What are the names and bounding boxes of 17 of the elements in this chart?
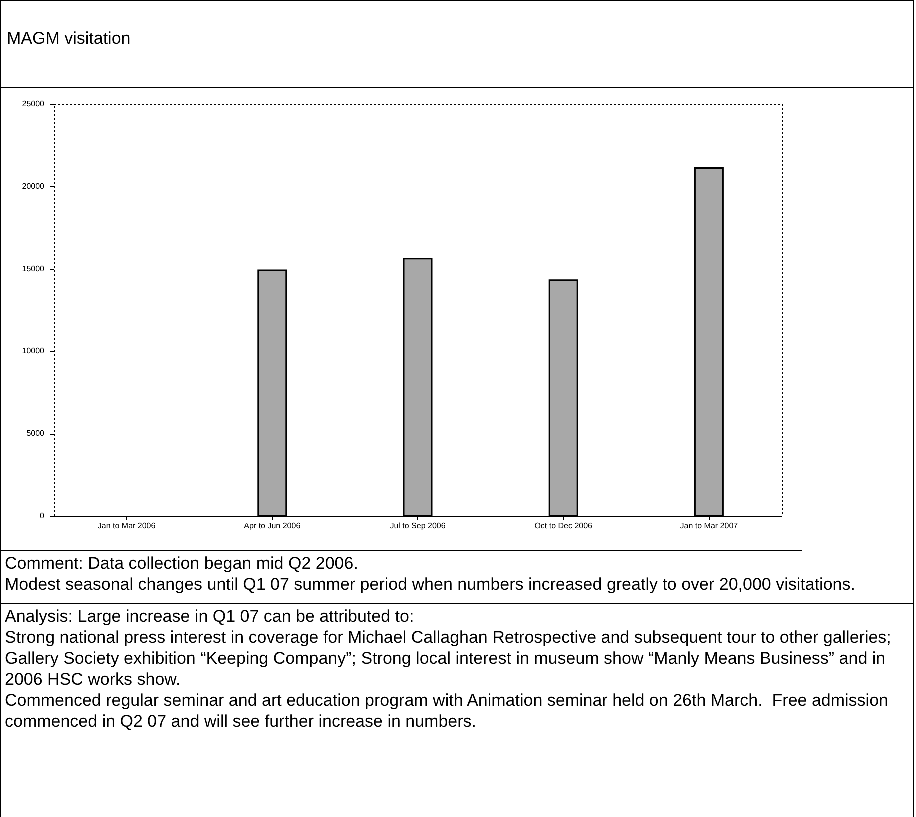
- text: Strong national press interest in coverage for Michael Callaghan Retrospective and subsequent tour to other galleries; Gallery Society exhibition “Keeping Company”; Strong local interest in museum show “Manly Means Business” and in 2006 HSC works show.: [5, 627, 892, 690]
- x-tick-label: Jul to Sep 2006: [390, 522, 446, 530]
- chart-title: MAGM visitation: [1, 1, 913, 88]
- text: Modest seasonal changes until Q1 07 summer period when numbers increased greatly to over 20,000 visitations.: [5, 574, 856, 595]
- y-tick-label: 5000: [26, 429, 46, 438]
- text: Analysis: Large increase in Q1 07 can be attributed to:: [5, 606, 416, 627]
- y-tick-label: 20000: [22, 182, 46, 191]
- text: Comment: Data collection began mid Q2 2006.: [5, 553, 360, 574]
- x-tick-label: Oct to Dec 2006: [534, 522, 594, 530]
- y-tick-label: 0: [40, 512, 46, 520]
- x-tick-label: Apr to Jun 2006: [244, 522, 302, 530]
- x-tick-label: Jan to Mar 2007: [680, 522, 739, 530]
- y-tick-label: 15000: [22, 264, 46, 274]
- y-tick-label: 25000: [22, 100, 46, 108]
- y-tick-label: 10000: [22, 346, 46, 356]
- text: Commenced regular seminar and art education program with Animation seminar held on 26th March. Free admission commenced in Q2 07 and will see further increase in numbers.: [5, 690, 890, 732]
- x-tick-label: Jan to Mar 2006: [98, 522, 156, 530]
